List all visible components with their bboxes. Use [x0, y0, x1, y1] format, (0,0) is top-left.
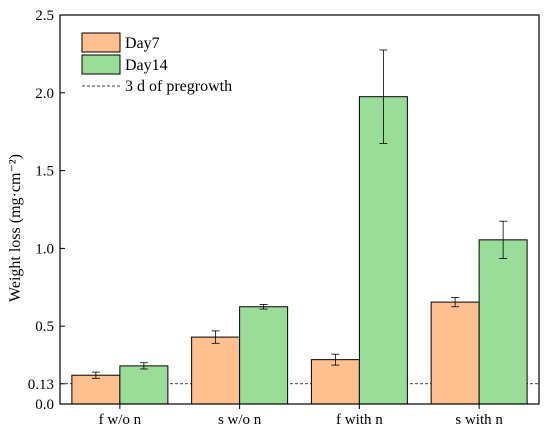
y-tick-label-1: 0.0: [35, 397, 54, 413]
x-tick-label-2: s w/o n: [218, 412, 262, 428]
y-tick-label-7: 2.5: [35, 8, 54, 24]
bar-day7-3: [310, 359, 360, 405]
y-tick-label-6: 2.0: [35, 86, 54, 102]
x-tick-label-3: f with n: [336, 412, 383, 428]
bar-day7-1: [71, 374, 121, 405]
legend-label-day14: Day14: [125, 57, 168, 74]
bar-day14-4: [478, 239, 528, 405]
x-tick-label-4: s with n: [455, 412, 503, 428]
y-tick-label-2: 0.13: [28, 377, 54, 393]
bar-day7-4: [430, 301, 480, 405]
bar-day14-1: [119, 365, 169, 405]
y-tick-label-3: 0.5: [35, 319, 54, 335]
plot-frame: [59, 14, 540, 405]
x-tick-label-1: f w/o n: [99, 412, 142, 428]
legend: Day7 Day14 3 d of pregrowth: [81, 32, 232, 95]
bar-day14-2: [239, 306, 289, 405]
y-tick-label-4: 1.0: [35, 241, 54, 257]
y-tick-label-5: 1.5: [35, 164, 54, 180]
axes: f w/o n s w/o n f with n s with n 0.0 0.13 0.5…: [28, 8, 540, 428]
legend-label-day7: Day7: [125, 35, 160, 52]
legend-swatch-day14: [81, 54, 121, 75]
plot-area: [60, 49, 539, 405]
legend-label-pregrowth: 3 d of pregrowth: [125, 78, 232, 95]
legend-swatch-day7: [81, 32, 121, 53]
bar-day7-2: [191, 336, 241, 405]
y-axis-title: Weight loss (mg·cm⁻²): [7, 154, 24, 302]
bar-day14-3: [358, 96, 408, 405]
